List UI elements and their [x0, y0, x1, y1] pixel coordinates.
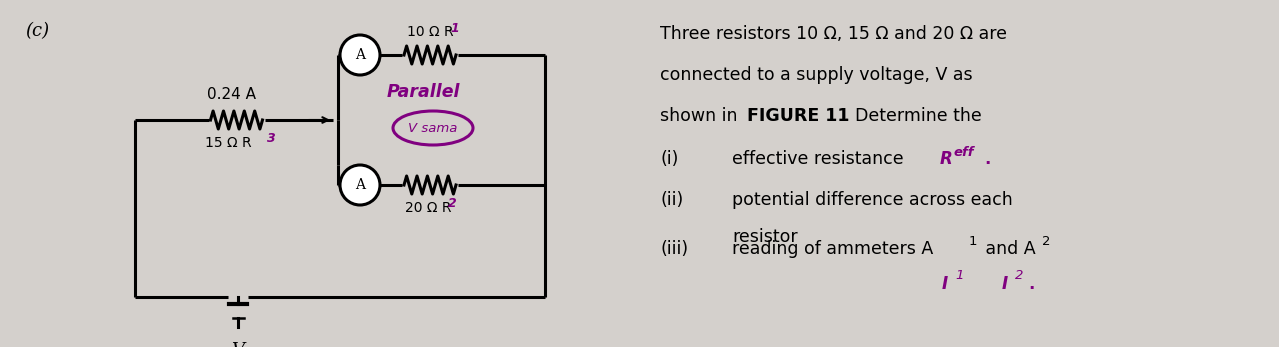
Text: . Determine the: . Determine the: [844, 107, 982, 125]
Text: shown in: shown in: [660, 107, 743, 125]
Text: 0.24 A: 0.24 A: [207, 87, 256, 102]
Text: potential difference across each: potential difference across each: [732, 191, 1013, 209]
Text: Three resistors 10 Ω, 15 Ω and 20 Ω are: Three resistors 10 Ω, 15 Ω and 20 Ω are: [660, 25, 1007, 43]
Text: (iii): (iii): [660, 240, 688, 258]
Text: I: I: [943, 275, 948, 293]
Text: resistor: resistor: [732, 228, 798, 246]
Text: 10 Ω R: 10 Ω R: [407, 25, 453, 39]
Text: reading of ammeters A: reading of ammeters A: [732, 240, 934, 258]
Text: connected to a supply voltage, V as: connected to a supply voltage, V as: [660, 66, 972, 84]
Text: 1: 1: [450, 22, 459, 35]
Text: 1: 1: [955, 269, 963, 282]
Text: R: R: [940, 150, 953, 168]
Text: 2: 2: [1016, 269, 1023, 282]
Text: V sama: V sama: [408, 121, 458, 135]
Text: (c): (c): [26, 22, 49, 40]
Text: FIGURE 11: FIGURE 11: [747, 107, 849, 125]
Text: (i): (i): [660, 150, 678, 168]
Text: 2: 2: [448, 197, 457, 210]
Text: 2: 2: [1042, 235, 1050, 248]
Text: .: .: [1028, 275, 1035, 293]
Text: Parallel: Parallel: [386, 83, 459, 101]
Text: and A: and A: [980, 240, 1036, 258]
Text: eff: eff: [954, 146, 975, 159]
Text: .: .: [984, 150, 990, 168]
Text: I: I: [1001, 275, 1008, 293]
Text: A: A: [356, 48, 365, 62]
Text: 20 Ω R: 20 Ω R: [404, 201, 451, 215]
Text: 3: 3: [266, 132, 275, 145]
Text: (ii): (ii): [660, 191, 683, 209]
Text: effective resistance: effective resistance: [732, 150, 909, 168]
Text: V: V: [231, 342, 244, 347]
Text: A: A: [356, 178, 365, 192]
Text: 15 Ω R: 15 Ω R: [205, 136, 252, 150]
Text: 1: 1: [969, 235, 977, 248]
Circle shape: [340, 165, 380, 205]
Circle shape: [340, 35, 380, 75]
